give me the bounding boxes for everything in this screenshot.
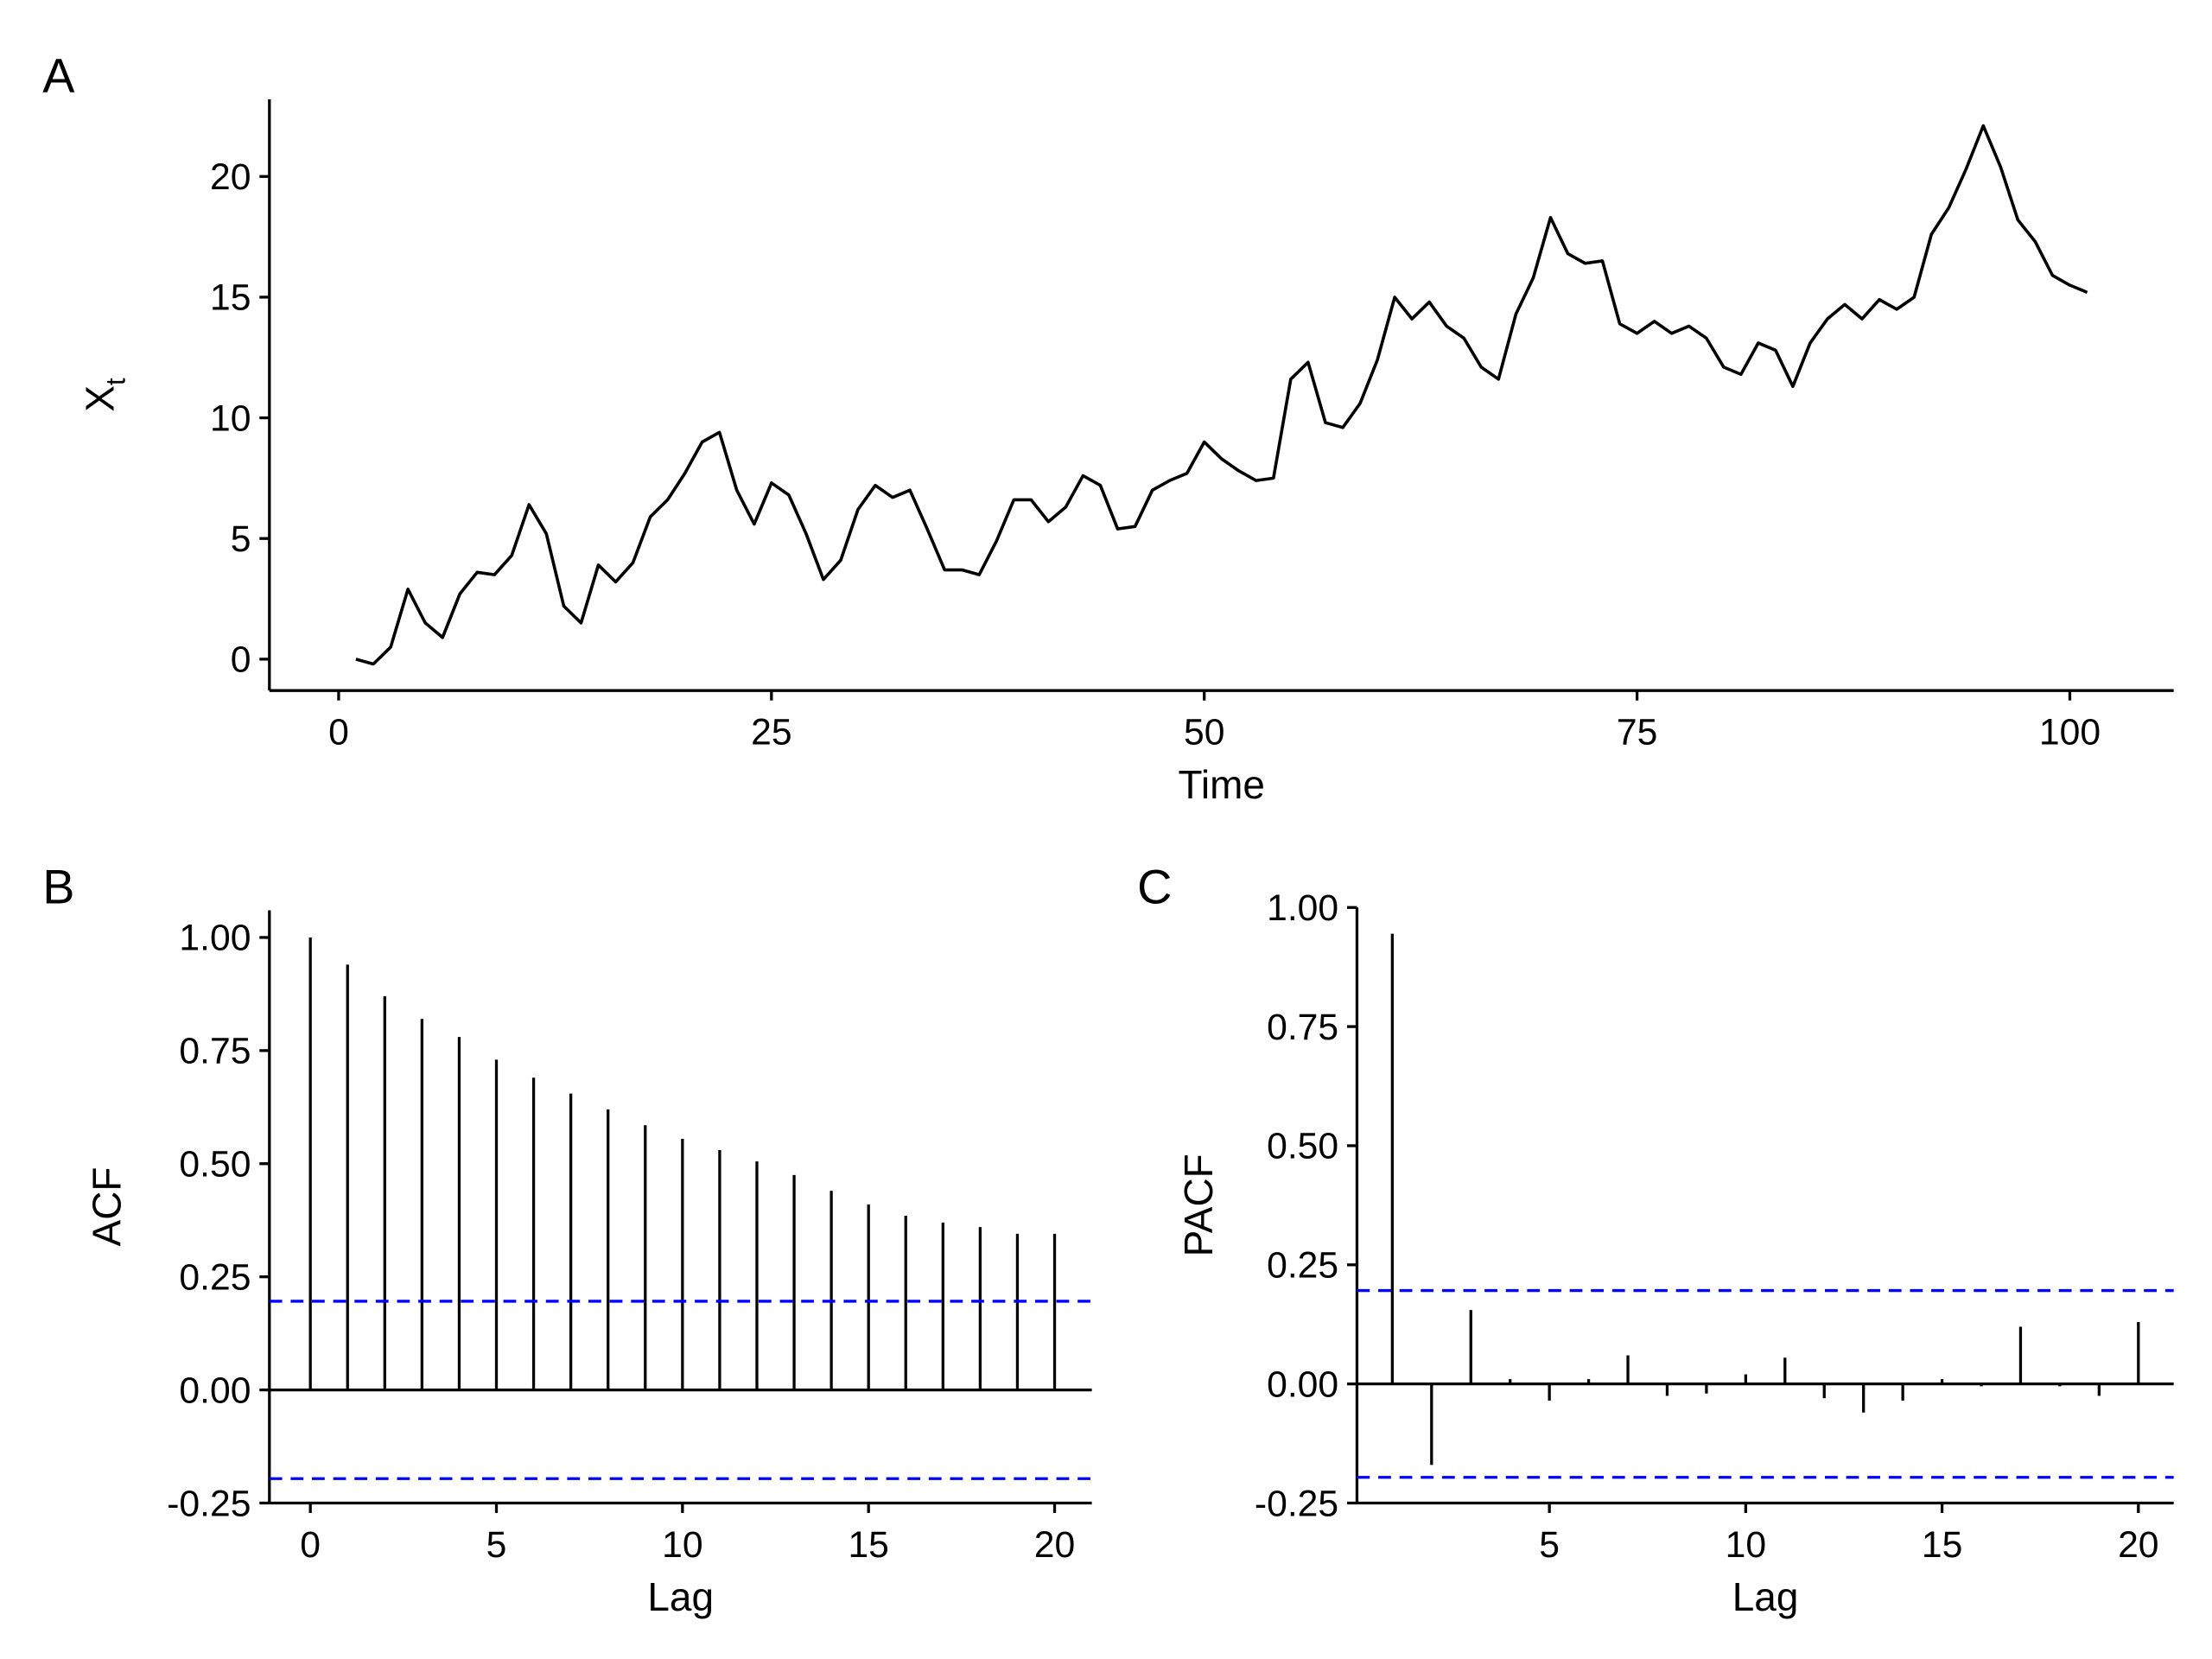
x-axis-title: Lag [1732, 1574, 1799, 1619]
y-axis-title: PACF [1176, 1154, 1221, 1256]
y-tick-label: 1.00 [179, 918, 251, 959]
x-tick-label: 100 [2039, 712, 2101, 753]
y-tick-label: 0.00 [179, 1370, 251, 1411]
x-tick-label: 15 [848, 1524, 888, 1566]
x-tick-label: 10 [1726, 1524, 1766, 1566]
panel-a-time-series: A 0 5 10 15 20 0 25 50 75 100 Time Xt [42, 48, 2174, 807]
y-tick-label: 0 [231, 639, 251, 681]
y-axis-title-main: X [77, 385, 122, 412]
panel-label: C [1137, 859, 1172, 913]
y-tick-label: 0.50 [179, 1144, 251, 1185]
panel-c-pacf: C -0.25 0.00 0.25 0.50 0.75 1.00 5 10 15 20 Lag PACF [1137, 859, 2174, 1619]
y-tick-label: 20 [210, 156, 251, 198]
y-tick-label: 10 [210, 397, 251, 439]
x-tick-label: 10 [662, 1524, 702, 1566]
x-tick-label: 20 [1034, 1524, 1075, 1566]
y-tick-label: 0.25 [1267, 1245, 1338, 1287]
panel-label: B [42, 859, 74, 913]
y-tick-label: 5 [231, 518, 251, 560]
y-tick-label: 0.50 [1267, 1126, 1338, 1167]
y-axis-title-main: ACF [84, 1167, 129, 1247]
panel-label: A [42, 48, 75, 103]
y-axis-title-subscript: t [100, 378, 130, 385]
x-axis-title: Time [1179, 762, 1265, 807]
x-axis-title: Lag [647, 1574, 714, 1619]
y-tick-label: 0.00 [1267, 1363, 1338, 1405]
series-line [355, 124, 2088, 666]
x-tick-label: 50 [1184, 712, 1224, 753]
x-tick-label: 20 [2118, 1524, 2158, 1566]
panel-b-acf: B -0.25 0.00 0.25 0.50 0.75 1.00 0 5 10 15 20 Lag ACF [42, 859, 1092, 1619]
y-axis-title: ACF [84, 1167, 129, 1247]
x-tick-label: 5 [1539, 1524, 1560, 1566]
y-tick-label: -0.25 [167, 1483, 251, 1524]
y-axis-title-main: PACF [1176, 1154, 1221, 1256]
y-tick-label: 0.75 [179, 1031, 251, 1072]
y-tick-label: 15 [210, 277, 251, 319]
x-tick-label: 5 [486, 1524, 507, 1566]
y-tick-label: -0.25 [1255, 1483, 1338, 1524]
x-tick-label: 0 [300, 1524, 321, 1566]
y-axis-title: Xt [77, 378, 130, 412]
x-tick-label: 75 [1617, 712, 1657, 753]
x-tick-label: 0 [328, 712, 349, 753]
x-tick-label: 15 [1922, 1524, 1962, 1566]
x-tick-label: 25 [751, 712, 791, 753]
y-tick-label: 0.25 [179, 1256, 251, 1298]
y-tick-label: 1.00 [1267, 887, 1338, 929]
y-tick-label: 0.75 [1267, 1007, 1338, 1048]
